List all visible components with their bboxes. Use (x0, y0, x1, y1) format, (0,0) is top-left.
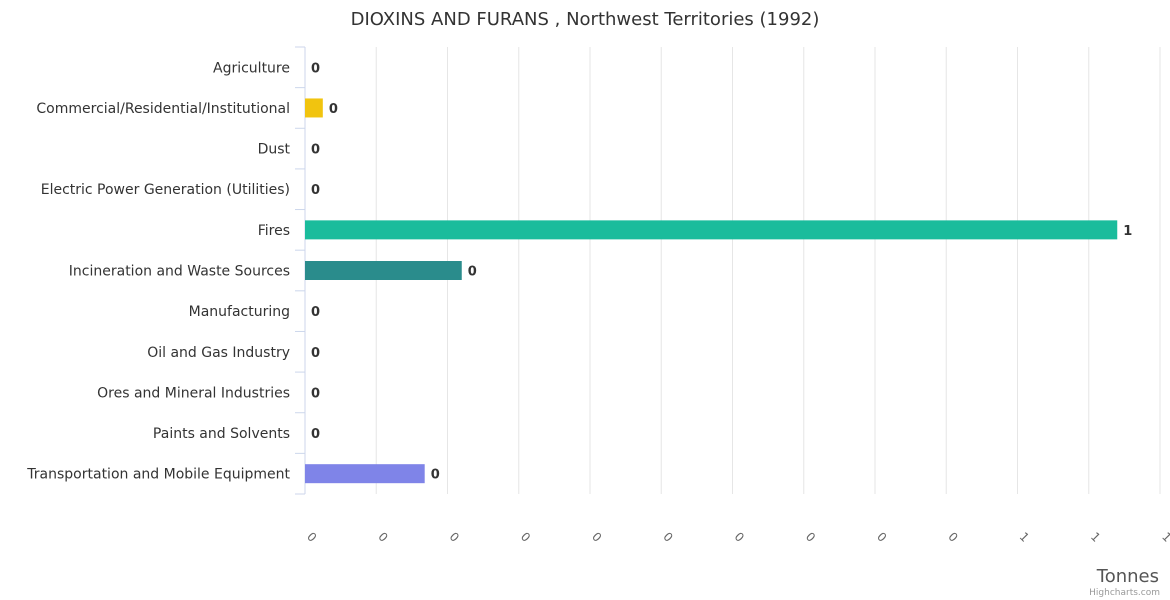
category-label: Ores and Mineral Industries (97, 385, 290, 401)
x-tick-label: 0 (660, 530, 675, 545)
chart-title: DIOXINS AND FURANS , Northwest Territori… (351, 9, 820, 30)
category-label: Oil and Gas Industry (147, 345, 290, 361)
x-tick-label: 0 (304, 530, 319, 545)
credits-link[interactable]: Highcharts.com (1089, 588, 1160, 598)
bar (305, 98, 323, 118)
category-labels: Agriculture Commercial/Residential/Instit… (26, 60, 290, 482)
x-tick-label: 1 (1017, 530, 1032, 545)
y-axis (295, 46, 306, 495)
data-label: 0 (431, 468, 440, 483)
x-axis-tick-labels: 0 0 0 0 0 0 0 0 0 0 1 1 1 (304, 530, 1170, 545)
x-axis-title: Tonnes (1096, 566, 1159, 587)
category-label: Agriculture (213, 60, 290, 76)
x-tick-label: 0 (945, 530, 960, 545)
category-label: Electric Power Generation (Utilities) (41, 182, 290, 198)
data-labels: 0 0 0 0 1 0 0 0 0 0 0 (311, 61, 1132, 482)
category-label: Transportation and Mobile Equipment (26, 467, 290, 483)
category-label: Commercial/Residential/Institutional (36, 101, 290, 117)
bar (305, 220, 1118, 240)
bar (305, 464, 425, 484)
category-label: Incineration and Waste Sources (69, 264, 290, 280)
category-label: Fires (258, 223, 290, 239)
data-label: 0 (311, 143, 320, 158)
category-label: Dust (258, 142, 291, 158)
x-tick-label: 0 (732, 530, 747, 545)
x-tick-label: 0 (874, 530, 889, 545)
bar (305, 261, 462, 280)
data-label: 0 (311, 346, 320, 361)
data-label: 0 (311, 305, 320, 320)
grid-lines (375, 47, 1161, 494)
category-label: Paints and Solvents (153, 426, 290, 442)
data-label: 0 (311, 386, 320, 401)
x-tick-label: 0 (447, 530, 462, 545)
bars-group (305, 98, 1118, 484)
data-label: 0 (468, 265, 477, 280)
x-tick-label: 0 (589, 530, 604, 545)
x-tick-label: 0 (375, 530, 390, 545)
x-tick-label: 1 (1088, 530, 1103, 545)
data-label: 0 (329, 102, 338, 117)
data-label: 0 (311, 427, 320, 442)
x-tick-label: 0 (518, 530, 533, 545)
data-label: 1 (1123, 224, 1132, 239)
data-label: 0 (311, 61, 320, 76)
category-label: Manufacturing (189, 304, 290, 320)
data-label: 0 (311, 183, 320, 198)
x-tick-label: 0 (803, 530, 818, 545)
x-tick-label: 1 (1159, 530, 1170, 545)
